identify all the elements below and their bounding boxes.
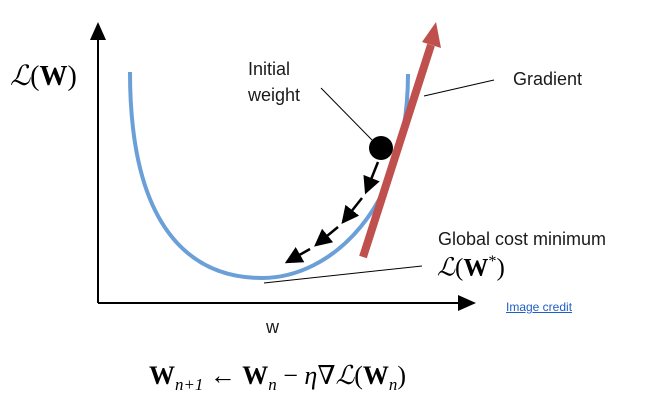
gradient-arrow [359, 43, 435, 259]
y-axis-label: ℒ(W) [10, 61, 77, 93]
eq-lhs-w: W [149, 361, 175, 390]
descent-step [284, 247, 311, 264]
weight-symbol: W [39, 61, 68, 92]
global-min-pointer [263, 265, 423, 284]
initial-weight-point [369, 136, 393, 160]
eq-inner-w: W [362, 361, 389, 390]
x-axis-label: w [266, 317, 279, 337]
gradient-pointer [423, 79, 495, 97]
eq-loss-symbol: ℒ [335, 361, 355, 390]
eq-rhs-sub: n [268, 375, 277, 395]
gradient-arrowhead [422, 22, 441, 48]
descent-step [314, 226, 339, 247]
initial-weight-label: Initial weight [248, 59, 301, 106]
eq-paren-close: ) [397, 361, 407, 390]
global-min-formula: ℒ(W*) [437, 252, 505, 282]
eq-eta: η [304, 361, 318, 390]
eq-nabla: ∇ [317, 361, 336, 390]
paren-close: ) [67, 61, 77, 92]
descent-step [341, 197, 363, 224]
image-credit-link[interactable]: Image credit [506, 300, 573, 314]
weight-symbol: W [463, 254, 489, 282]
initial-weight-pointer [320, 87, 373, 141]
paren-close: ) [496, 254, 505, 282]
eq-arrow: ← [203, 361, 243, 390]
paren-open: ( [455, 254, 464, 282]
descent-step [363, 161, 380, 195]
eq-inner-sub: n [388, 375, 398, 395]
eq-paren-open: ( [354, 361, 363, 390]
eq-lhs-sub: n+1 [175, 375, 204, 395]
loss-symbol: ℒ [437, 254, 456, 282]
loss-symbol: ℒ [10, 61, 31, 92]
gradient-label: Gradient [513, 69, 583, 89]
initial-weight-line1: Initial [248, 59, 291, 79]
update-rule-equation: Wn+1 ← Wn − η∇ℒ(Wn) [149, 361, 407, 395]
global-min-label: Global cost minimum [438, 229, 607, 249]
initial-weight-line2: weight [248, 84, 301, 105]
optimal-marker: * [488, 252, 497, 270]
image-credit-wrapper: Image credit [506, 298, 572, 316]
eq-minus: − [276, 361, 305, 390]
eq-rhs-w: W [242, 361, 269, 390]
paren-open: ( [30, 61, 40, 92]
